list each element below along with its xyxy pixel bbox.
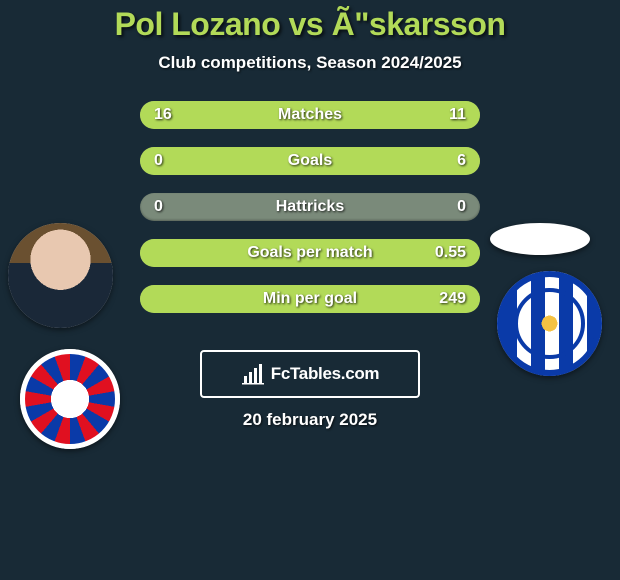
player1-club-crest: [20, 349, 120, 449]
stat-bar: 1611Matches: [140, 101, 480, 129]
stat-bar: 249Min per goal: [140, 285, 480, 313]
page-subtitle: Club competitions, Season 2024/2025: [0, 53, 620, 73]
player1-avatar: [8, 223, 113, 328]
stat-name: Hattricks: [140, 193, 480, 221]
stat-bars: 1611Matches 06Goals 00Hattricks 0.55Goals p…: [140, 101, 480, 331]
stat-name: Goals: [140, 147, 480, 175]
chart-icon: [241, 362, 265, 386]
stat-name: Goals per match: [140, 239, 480, 267]
stat-name: Min per goal: [140, 285, 480, 313]
watermark-text: FcTables.com: [271, 364, 380, 384]
stat-bar: 0.55Goals per match: [140, 239, 480, 267]
watermark: FcTables.com: [200, 350, 420, 398]
stat-bar: 06Goals: [140, 147, 480, 175]
player2-club-crest: [497, 271, 602, 376]
generated-date: 20 february 2025: [0, 410, 620, 430]
stat-name: Matches: [140, 101, 480, 129]
page-title: Pol Lozano vs Ã"skarsson: [0, 0, 620, 43]
player2-avatar: [490, 223, 590, 255]
stat-bar: 00Hattricks: [140, 193, 480, 221]
